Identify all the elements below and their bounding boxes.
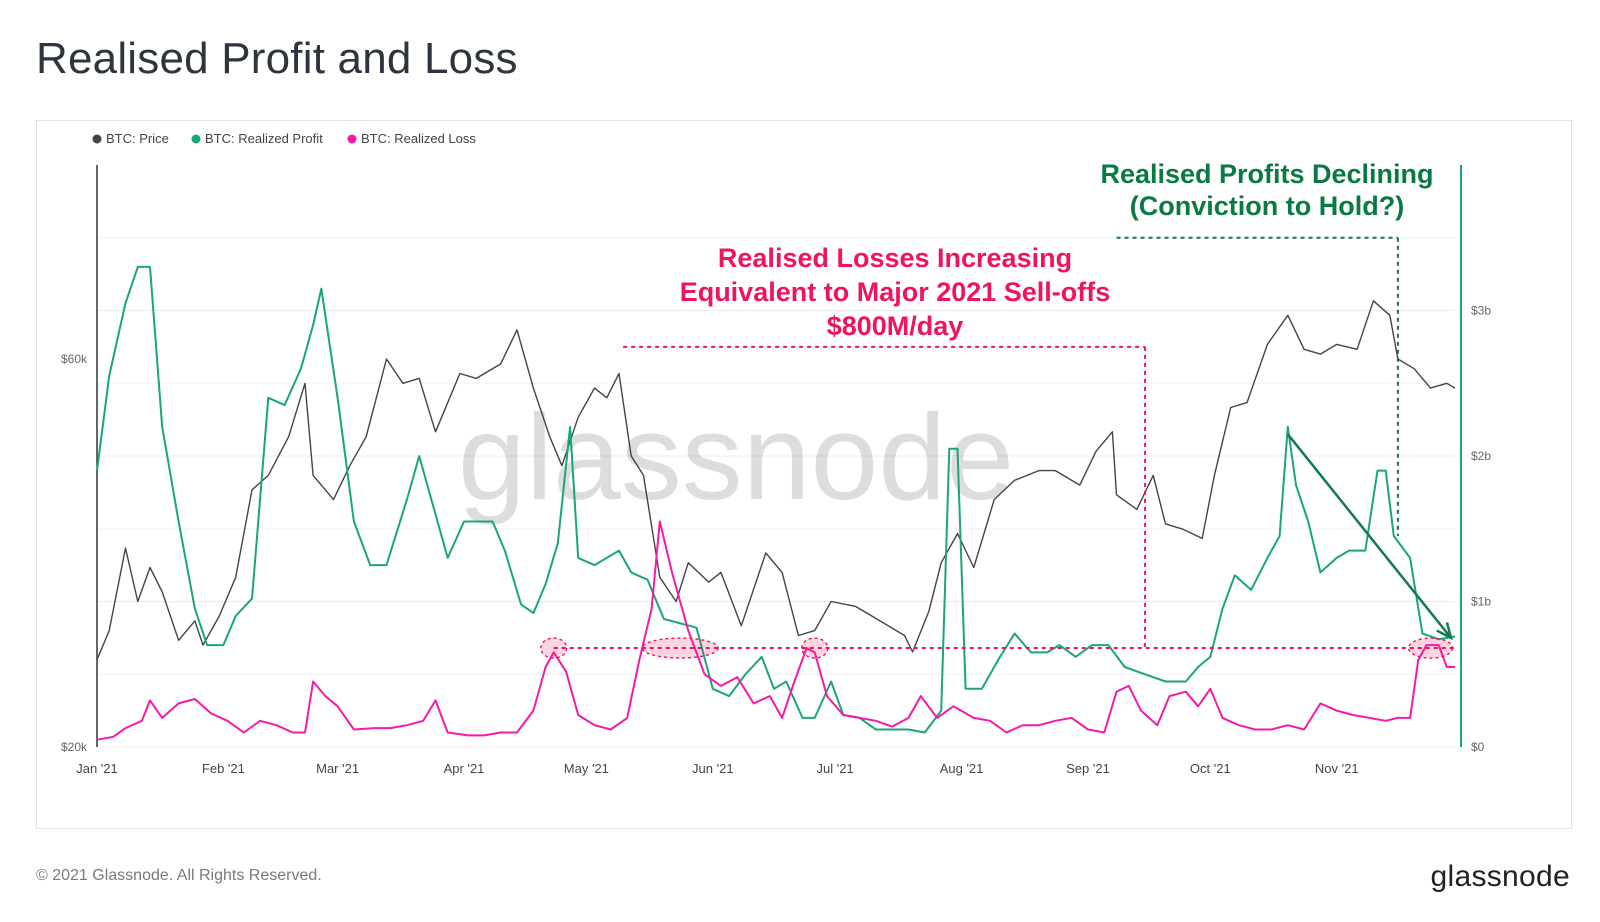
y-right-tick-label: $3b	[1471, 304, 1491, 318]
x-tick-label: Mar '21	[316, 761, 359, 776]
x-tick-label: Aug '21	[940, 761, 984, 776]
y-left-tick-label: $60k	[61, 352, 88, 366]
x-tick-label: Oct '21	[1190, 761, 1231, 776]
y-left-tick-label: $20k	[61, 740, 88, 754]
legend-label: BTC: Price	[106, 131, 169, 146]
y-right-tick-label: $2b	[1471, 449, 1491, 463]
price-series-line	[96, 300, 1456, 660]
legend-dot	[191, 134, 201, 144]
y-right-tick-label: $0	[1471, 740, 1485, 754]
realized-profit-series-line	[96, 265, 1456, 734]
copyright-text: © 2021 Glassnode. All Rights Reserved.	[36, 867, 322, 884]
legend-dot	[347, 134, 357, 144]
loss-annotation-line-3: $800M/day	[827, 311, 964, 341]
trend-arrow-line	[1286, 433, 1452, 639]
y-right-tick-label: $1b	[1471, 595, 1491, 609]
highlight-ellipse	[540, 637, 568, 659]
profit-annotation-line-2: (Conviction to Hold?)	[1130, 191, 1404, 221]
realized-loss-series-line	[96, 520, 1455, 741]
loss-annotation-line-1: Realised Losses Increasing	[718, 243, 1072, 273]
x-tick-label: Jun '21	[692, 761, 734, 776]
profit-annotation-line-1: Realised Profits Declining	[1100, 159, 1433, 189]
highlight-ellipse	[1407, 637, 1454, 659]
chart-svg: glassnode Jan '21 Feb '21 Mar '21 Apr '21 May…	[61, 131, 1491, 776]
highlight-ellipse	[641, 637, 719, 659]
x-tick-label: Apr '21	[444, 761, 485, 776]
watermark-text: glassnode	[458, 389, 1014, 525]
x-tick-label: Feb '21	[202, 761, 245, 776]
chart-panel: glassnode Jan '21 Feb '21 Mar '21 Apr '21 May…	[36, 120, 1572, 829]
x-tick-label: Sep '21	[1066, 761, 1110, 776]
x-tick-label: Jan '21	[76, 761, 118, 776]
x-tick-label: Nov '21	[1315, 761, 1359, 776]
trend-arrow-head	[1436, 622, 1453, 641]
page-title: Realised Profit and Loss	[36, 34, 518, 83]
legend-label: BTC: Realized Loss	[361, 131, 476, 146]
legend-dot	[92, 134, 102, 144]
highlight-ellipse	[801, 637, 829, 659]
glassnode-logo: glassnode	[1430, 860, 1570, 893]
loss-annotation-line-2: Equivalent to Major 2021 Sell-offs	[680, 277, 1111, 307]
x-tick-label: May '21	[564, 761, 609, 776]
legend-label: BTC: Realized Profit	[205, 131, 323, 146]
chart-legend: BTC: Price BTC: Realized Profit BTC: Reali…	[92, 131, 476, 146]
x-tick-label: Jul '21	[817, 761, 854, 776]
